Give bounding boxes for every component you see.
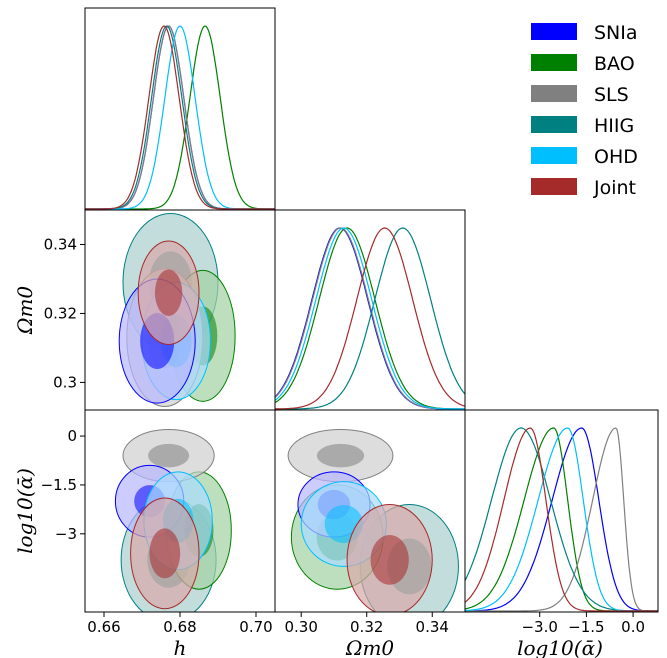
- contour-1sigma-h_Om-joint: [154, 269, 183, 317]
- contour-1sigma-Om_la-joint: [370, 534, 409, 585]
- legend-swatch-sls: [531, 85, 577, 102]
- marginal-curve-la-joint: [464, 427, 658, 612]
- panel-frame-0-0: [84, 7, 276, 211]
- marginal-curve-h-hiig: [85, 25, 275, 210]
- contour-panel-h_la: [114, 429, 232, 612]
- x-tick-label-la: 0.0: [621, 618, 645, 636]
- x-tick-label-Om: 0.32: [350, 618, 383, 636]
- panel-frame-2-2: [464, 409, 659, 613]
- marginal-curve-Om-hiig: [275, 227, 466, 410]
- x-axis-label: log10(ᾱ): [517, 636, 603, 658]
- x-tick-label-h: 0.66: [87, 618, 120, 636]
- x-axis-label: Ωm0: [345, 636, 395, 658]
- y-tick-label-la: 0: [67, 427, 77, 445]
- y-tick-label-la: −1.5: [41, 476, 77, 494]
- x-tick-label-la: −1.5: [568, 618, 604, 636]
- y-axis-label: log10(ᾱ): [13, 468, 37, 554]
- contour-panel-Om_la: [287, 429, 459, 612]
- marginal-curve-h-snia: [85, 25, 275, 210]
- legend-label-hiig: HIIG: [594, 115, 634, 137]
- legend-label-snia: SNIa: [594, 22, 638, 44]
- marginal-curve-la-snia: [465, 427, 658, 612]
- marginal-curve-Om-ohd: [274, 227, 465, 410]
- y-tick-label-la: −3: [55, 525, 77, 543]
- contour-1sigma-h_la-joint: [149, 528, 181, 579]
- marginal-curve-h-bao: [85, 25, 275, 210]
- legend-label-sls: SLS: [594, 84, 629, 106]
- marginal-curve-h-joint: [85, 25, 275, 210]
- marginal-curve-h-sls: [85, 25, 275, 210]
- contour-panel-h_Om: [118, 212, 236, 408]
- legend-swatch-joint: [531, 178, 577, 195]
- legend-label-ohd: OHD: [594, 146, 638, 168]
- contour-1sigma-h_la-sls: [148, 443, 190, 468]
- legend-swatch-bao: [531, 54, 577, 71]
- y-tick-label-Om: 0.34: [44, 235, 77, 253]
- marginal-curve-Om-joint: [275, 227, 466, 410]
- x-axis-label: h: [174, 636, 187, 658]
- contour-1sigma-Om_la-sls: [316, 443, 365, 468]
- marginal-curve-la-sls: [465, 427, 658, 612]
- x-tick-label-h: 0.68: [163, 618, 196, 636]
- legend-swatch-snia: [531, 23, 577, 40]
- marginal-curve-la-bao: [464, 427, 658, 612]
- legend-swatch-hiig: [531, 116, 577, 133]
- x-tick-label-Om: 0.30: [285, 618, 318, 636]
- legend-label-joint: Joint: [593, 177, 636, 199]
- marginal-curve-h-ohd: [85, 25, 275, 210]
- y-axis-label: Ωm0: [13, 286, 37, 336]
- legend-label-bao: BAO: [594, 53, 635, 75]
- x-tick-label-h: 0.70: [239, 618, 272, 636]
- x-tick-label-la: −3.0: [521, 618, 557, 636]
- y-tick-label-Om: 0.3: [53, 373, 77, 391]
- x-tick-label-Om: 0.34: [416, 618, 449, 636]
- legend-swatch-ohd: [531, 147, 577, 164]
- y-tick-label-Om: 0.32: [44, 304, 77, 322]
